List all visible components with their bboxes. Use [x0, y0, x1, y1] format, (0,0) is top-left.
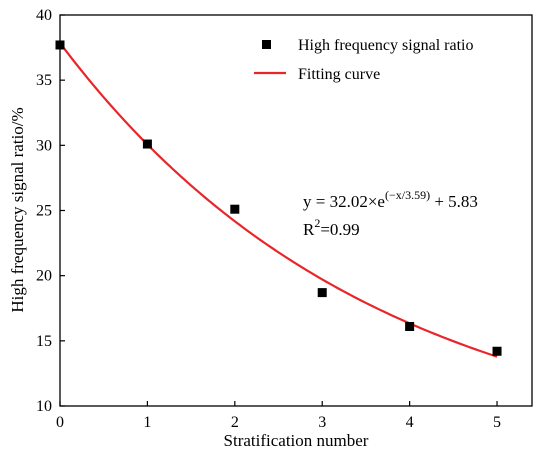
x-tick-label: 2 [231, 414, 239, 431]
r-squared-label: R [303, 220, 315, 239]
fitting-curve-line [59, 42, 498, 358]
x-axis-ticks: 0 1 2 3 4 5 [56, 401, 501, 431]
data-point-square [492, 346, 502, 356]
y-axis-ticks: 10 15 20 25 30 35 40 [36, 7, 65, 415]
data-point-square [55, 40, 65, 50]
y-tick-label: 40 [36, 7, 52, 24]
x-axis-label: Stratification number [224, 431, 369, 450]
fit-equation-exponent: (−x/3.59) [385, 188, 430, 202]
y-tick-label: 30 [36, 137, 52, 154]
data-point-square [405, 321, 415, 331]
y-tick-label: 35 [36, 72, 52, 89]
x-tick-label: 4 [406, 414, 414, 431]
y-axis-label: High frequency signal ratio/% [8, 107, 27, 312]
r-squared: R2=0.99 [303, 216, 360, 239]
data-points [55, 40, 502, 356]
y-tick-label: 10 [36, 398, 52, 415]
data-point-square [317, 288, 327, 298]
legend-label-data: High frequency signal ratio [298, 37, 474, 54]
legend-label-fit: Fitting curve [298, 66, 380, 83]
x-tick-label: 3 [318, 414, 326, 431]
fit-equation-main: y = 32.02×e [303, 192, 385, 211]
fit-equation: y = 32.02×e(−x/3.59) + 5.83 [303, 188, 478, 211]
y-tick-label: 20 [36, 268, 52, 285]
fit-equation-tail: + 5.83 [430, 192, 478, 211]
r-squared-value: =0.99 [320, 220, 359, 239]
legend-marker-square [262, 40, 271, 49]
data-point-square [142, 139, 152, 149]
data-point-square [230, 204, 240, 214]
x-tick-label: 5 [493, 414, 501, 431]
r-squared-sup: 2 [314, 216, 320, 230]
y-tick-label: 15 [36, 333, 52, 350]
x-tick-label: 0 [56, 414, 64, 431]
y-tick-label: 25 [36, 203, 52, 220]
legend: High frequency signal ratio Fitting curv… [254, 37, 474, 83]
x-tick-label: 1 [143, 414, 151, 431]
